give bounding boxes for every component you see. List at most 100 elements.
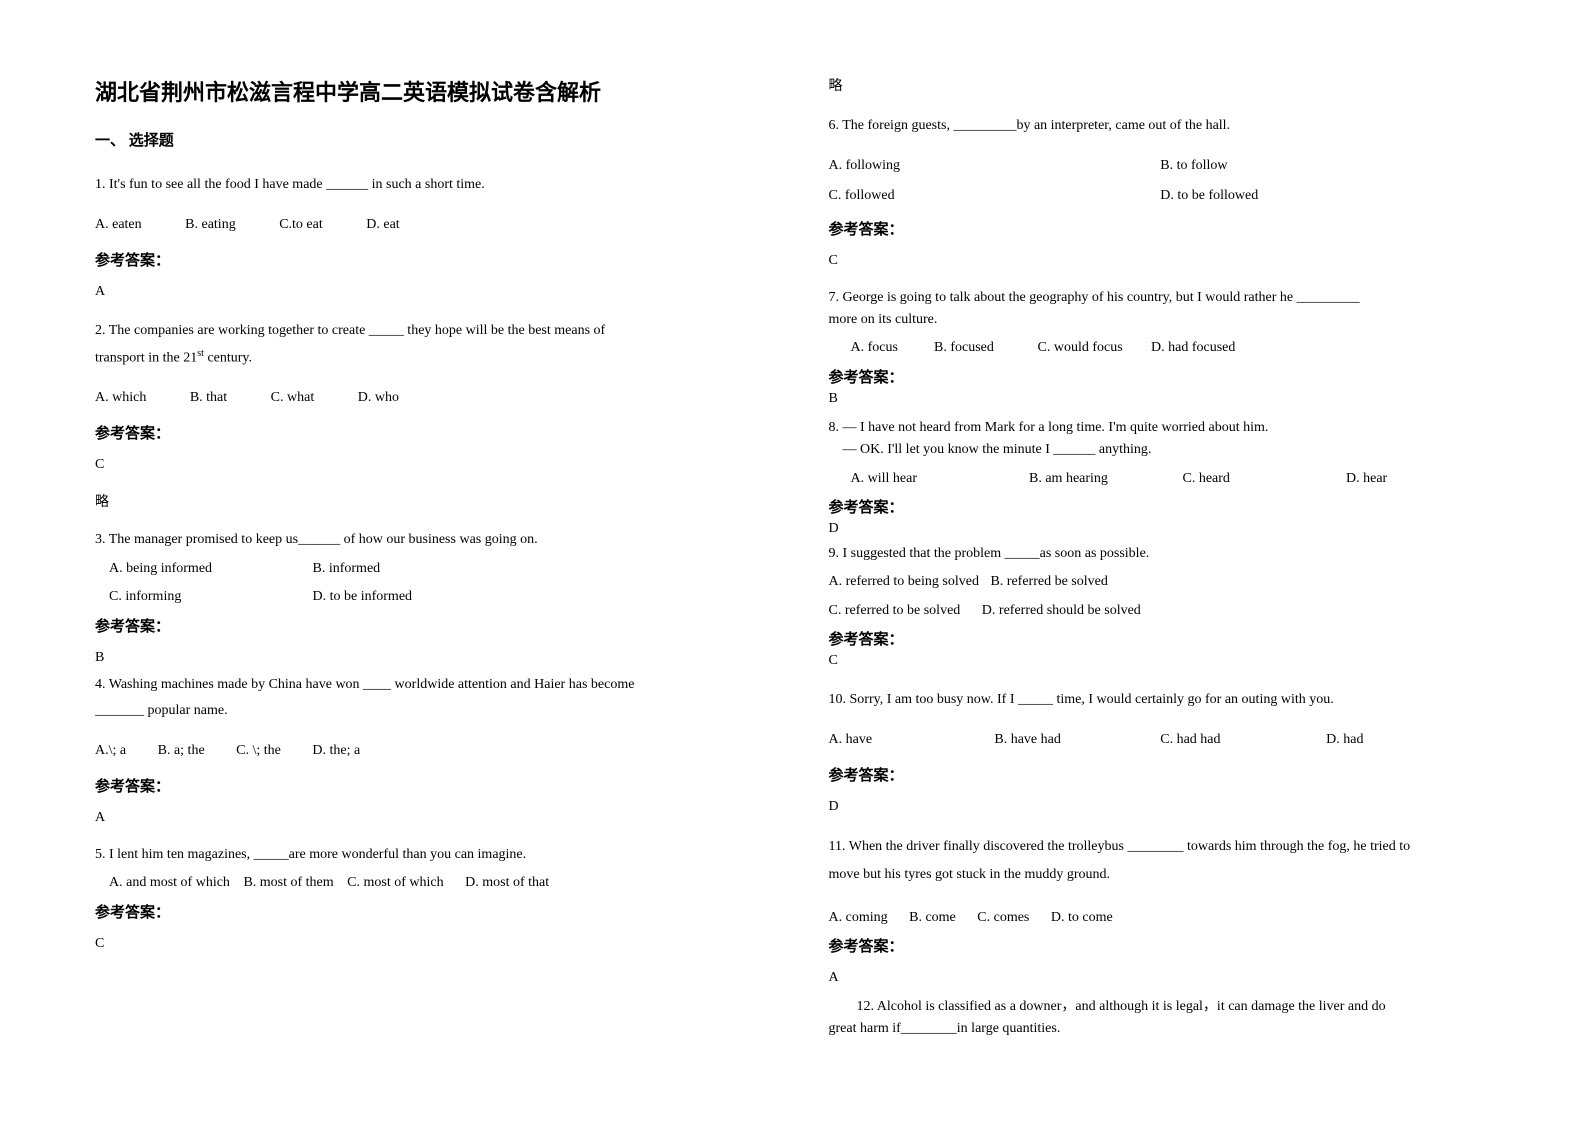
opt-a: A. will hear — [851, 468, 1026, 490]
opt-d: D. eat — [366, 217, 399, 233]
question-3-opts-cd: C. informing D. to be informed — [95, 586, 759, 608]
opt-c: C. what — [271, 390, 315, 406]
question-1: 1. It's fun to see all the food I have m… — [95, 172, 759, 199]
opt-d: D. had — [1326, 732, 1452, 748]
question-11-options: A. coming B. come C. comes D. to come — [829, 907, 1493, 929]
opt-b: B. most of them — [243, 875, 333, 890]
question-6-opts-cd: C. followed D. to be followed — [829, 188, 1493, 204]
answer-label: 参考答案： — [829, 366, 1493, 387]
q8-line2: — OK. I'll let you know the minute I ___… — [829, 439, 1152, 461]
opt-d: D. referred should be solved — [982, 603, 1141, 618]
question-12: 12. Alcohol is classified as a downer，an… — [829, 996, 1493, 1041]
opt-c: C.to eat — [279, 217, 323, 233]
opt-a: A.\; a — [95, 743, 126, 759]
opt-b: B. a; the — [158, 743, 205, 759]
opt-b: B. have had — [994, 732, 1120, 748]
answer-6: C — [829, 253, 1493, 269]
opt-a: A. being informed — [109, 558, 309, 580]
opt-c: C. referred to be solved — [829, 603, 961, 618]
answer-3: B — [95, 650, 759, 666]
q11-line2: move but his tyres got stuck in the mudd… — [829, 867, 1111, 882]
question-6: 6. The foreign guests, _________by an in… — [829, 113, 1493, 140]
q11-line1: 11. When the driver finally discovered t… — [829, 839, 1411, 854]
answer-5-note: 略 — [829, 75, 1493, 95]
opt-a: A. referred to being solved — [829, 574, 979, 589]
opt-c: C. followed — [829, 188, 1161, 204]
answer-5: C — [95, 936, 759, 952]
question-2-options: A. which B. that C. what D. who — [95, 390, 759, 406]
question-10: 10. Sorry, I am too busy now. If I _____… — [829, 687, 1493, 714]
opt-a: A. coming — [829, 910, 888, 925]
opt-d: D. to come — [1051, 910, 1113, 925]
answer-label: 参考答案： — [95, 422, 759, 443]
opt-b: B. informed — [313, 561, 381, 576]
q4-line2: _______ popular name. — [95, 703, 228, 718]
opt-c: C. \; the — [236, 743, 281, 759]
opt-b: B. focused — [934, 337, 1034, 359]
q2-line2a: transport in the 21 — [95, 351, 197, 366]
answer-label: 参考答案： — [829, 628, 1493, 649]
question-5: 5. I lent him ten magazines, _____are mo… — [95, 844, 759, 866]
question-11: 11. When the driver finally discovered t… — [829, 833, 1493, 889]
document-title: 湖北省荆州市松滋言程中学高二英语模拟试卷含解析 — [95, 75, 759, 107]
opt-d: D. who — [358, 390, 399, 406]
opt-a: A. which — [95, 390, 146, 406]
answer-label: 参考答案： — [829, 764, 1493, 785]
q12-line2: great harm if________in large quantities… — [829, 1018, 1493, 1040]
opt-d: D. most of that — [465, 875, 549, 890]
answer-label: 参考答案： — [95, 775, 759, 796]
answer-label: 参考答案： — [95, 615, 759, 636]
answer-2: C — [95, 457, 759, 473]
right-column: 略 6. The foreign guests, _________by an … — [829, 75, 1493, 1047]
answer-9: C — [829, 653, 1493, 669]
left-column: 湖北省荆州市松滋言程中学高二英语模拟试卷含解析 一、 选择题 1. It's f… — [95, 75, 759, 1047]
question-9: 9. I suggested that the problem _____as … — [829, 543, 1493, 565]
opt-a: A. eaten — [95, 217, 142, 233]
answer-label: 参考答案： — [95, 249, 759, 270]
question-4-options: A.\; a B. a; the C. \; the D. the; a — [95, 743, 759, 759]
q7-line2: more on its culture. — [829, 312, 938, 327]
q8-line1: 8. — I have not heard from Mark for a lo… — [829, 420, 1269, 435]
opt-b: B. referred be solved — [990, 574, 1107, 589]
answer-7: B — [829, 391, 1493, 407]
answer-4: A — [95, 810, 759, 826]
opt-d: D. had focused — [1151, 340, 1235, 355]
opt-c: C. most of which — [347, 875, 443, 890]
opt-b: B. that — [190, 390, 227, 406]
answer-1: A — [95, 284, 759, 300]
answer-label: 参考答案： — [95, 901, 759, 922]
answer-label: 参考答案： — [829, 935, 1493, 956]
opt-c: C. informing — [109, 586, 309, 608]
answer-11: A — [829, 970, 1493, 986]
opt-d: D. to be informed — [313, 589, 413, 604]
question-8: 8. — I have not heard from Mark for a lo… — [829, 417, 1493, 462]
question-10-options: A. have B. have had C. had had D. had — [829, 732, 1493, 748]
answer-2-note: 略 — [95, 491, 759, 511]
answer-8: D — [829, 521, 1493, 537]
opt-c: C. heard — [1183, 468, 1343, 490]
opt-d: D. the; a — [312, 743, 360, 759]
opt-b: B. come — [909, 910, 956, 925]
opt-a: A. focus — [851, 337, 931, 359]
question-9-opts-ab: A. referred to being solved B. referred … — [829, 571, 1493, 593]
opt-c: C. comes — [977, 910, 1029, 925]
question-1-options: A. eaten B. eating C.to eat D. eat — [95, 217, 759, 233]
opt-a: A. following — [829, 158, 1161, 174]
question-7: 7. George is going to talk about the geo… — [829, 287, 1493, 332]
opt-d: D. to be followed — [1160, 188, 1492, 204]
q7-line1: 7. George is going to talk about the geo… — [829, 290, 1360, 305]
question-7-options: A. focus B. focused C. would focus D. ha… — [829, 337, 1493, 359]
q4-line1: 4. Washing machines made by China have w… — [95, 677, 634, 692]
opt-a: A. have — [829, 732, 955, 748]
q12-line1: 12. Alcohol is classified as a downer，an… — [829, 996, 1493, 1018]
q2-sup: st — [197, 348, 204, 359]
answer-label: 参考答案： — [829, 218, 1493, 239]
opt-c: C. would focus — [1038, 337, 1148, 359]
q2-line2b: century. — [204, 351, 252, 366]
opt-b: B. am hearing — [1029, 468, 1179, 490]
question-2: 2. The companies are working together to… — [95, 318, 759, 373]
question-5-options: A. and most of which B. most of them C. … — [95, 872, 759, 894]
section-header: 一、 选择题 — [95, 129, 759, 150]
question-3: 3. The manager promised to keep us______… — [95, 529, 759, 551]
opt-d: D. hear — [1346, 471, 1387, 486]
